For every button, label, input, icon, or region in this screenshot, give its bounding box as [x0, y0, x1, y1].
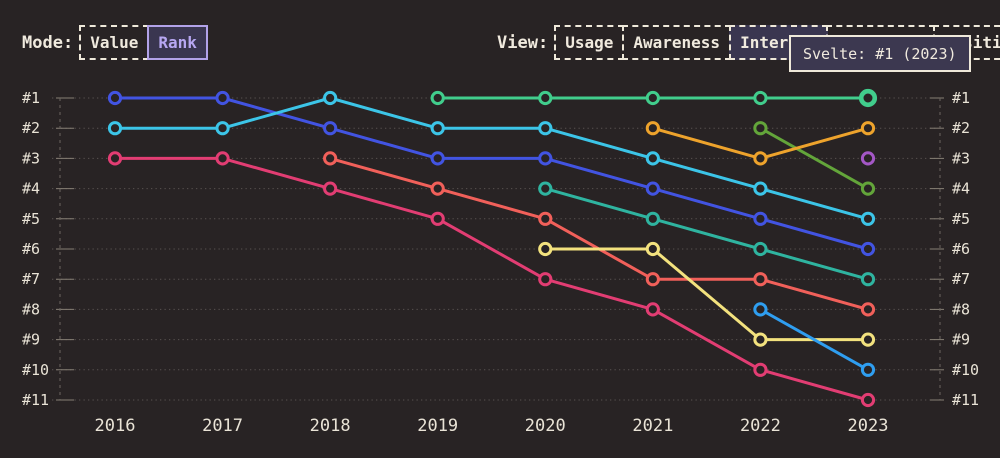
mode-button-value[interactable]: Value [79, 25, 150, 61]
y-axis-label-right-11: #11 [952, 391, 979, 409]
y-axis-label-right-10: #10 [952, 361, 979, 379]
view-button-usage[interactable]: Usage [554, 25, 625, 61]
view-label: View: [497, 32, 549, 53]
y-axis-label-left-3: #3 [22, 149, 40, 167]
y-axis-label-left-11: #11 [22, 391, 49, 409]
y-axis-label-left-6: #6 [22, 240, 40, 258]
y-axis-label-right-6: #6 [952, 240, 970, 258]
data-point-blue-series-2017[interactable] [215, 90, 230, 106]
y-axis-label-right-7: #7 [952, 270, 970, 288]
data-point-pink-series-2021[interactable] [645, 302, 660, 317]
data-point-yellow-series-2022[interactable] [753, 332, 768, 347]
data-point-blue-series-2021[interactable] [645, 181, 660, 196]
tooltip: Svelte: #1 (2023) [789, 35, 971, 72]
x-axis-label-2021: 2021 [632, 416, 673, 436]
y-axis-label-left-10: #10 [22, 361, 49, 379]
toolbar: Mode: Value Rank View: Usage Awareness I… [0, 25, 1000, 61]
x-axis-label-2018: 2018 [310, 416, 351, 436]
data-point-cyan-series-2016[interactable] [107, 121, 123, 136]
data-point-cyan-series-2017[interactable] [215, 121, 230, 136]
data-point-Svelte-2022[interactable] [753, 90, 768, 106]
data-point-cyan-series-2018[interactable] [323, 90, 338, 106]
data-point-purple-series-2023[interactable] [860, 151, 876, 166]
data-point-pink-series-2023[interactable] [860, 392, 876, 408]
data-point-pink-series-2018[interactable] [323, 181, 338, 196]
y-axis-label-left-9: #9 [22, 331, 40, 349]
series-line-blue-series [113, 96, 870, 251]
y-axis-label-right-3: #3 [952, 149, 970, 167]
data-point-cyan-series-2019[interactable] [430, 121, 445, 136]
data-point-teal-series-2020[interactable] [538, 181, 553, 196]
series-line-teal-series [543, 187, 870, 281]
data-point-teal-series-2021[interactable] [645, 211, 660, 226]
y-axis-label-left-5: #5 [22, 210, 40, 228]
data-point-red-series-2019[interactable] [430, 181, 445, 196]
data-point-pink-series-2019[interactable] [430, 211, 445, 226]
data-point-Svelte-2023[interactable] [858, 88, 878, 108]
mode-button-rank[interactable]: Rank [147, 25, 208, 61]
data-point-red-series-2018[interactable] [323, 151, 338, 166]
series-line-olive-green-series [758, 126, 870, 191]
y-axis-label-left-2: #2 [22, 119, 40, 137]
data-point-pink-series-2016[interactable] [107, 151, 123, 166]
y-axis-label-left-7: #7 [22, 270, 40, 288]
data-point-pink-series-2022[interactable] [753, 362, 768, 377]
tooltip-text: Svelte: #1 (2023) [803, 44, 957, 63]
data-point-cyan-series-2022[interactable] [753, 181, 768, 196]
x-axis-label-2016: 2016 [95, 416, 136, 436]
data-point-cyan-series-2021[interactable] [645, 151, 660, 166]
data-point-olive-green-series-2022[interactable] [753, 121, 768, 136]
data-point-blue-series-2018[interactable] [323, 121, 338, 136]
data-point-yellow-series-2023[interactable] [860, 332, 876, 347]
x-axis-label-2022: 2022 [740, 416, 781, 436]
mode-label: Mode: [22, 32, 74, 53]
data-point-blue-series-2019[interactable] [430, 151, 445, 166]
data-point-yellow-series-2020[interactable] [538, 241, 553, 257]
mode-toggle-group: Mode: Value Rank [22, 25, 208, 61]
data-point-pink-series-2017[interactable] [215, 151, 230, 166]
data-point-Svelte-2021[interactable] [645, 90, 660, 106]
y-axis-label-right-5: #5 [952, 210, 970, 228]
data-point-blue-series-2016[interactable] [107, 90, 123, 106]
data-point-cyan-series-2020[interactable] [538, 121, 553, 136]
y-axis-label-left-8: #8 [22, 300, 40, 318]
y-axis-label-right-2: #2 [952, 119, 970, 137]
y-axis-label-right-4: #4 [952, 180, 970, 198]
data-point-blue-series-2020[interactable] [538, 151, 553, 166]
x-axis-label-2017: 2017 [202, 416, 243, 436]
data-point-Svelte-2020[interactable] [538, 90, 553, 106]
y-axis-label-right-9: #9 [952, 331, 970, 349]
data-point-orange-series-2022[interactable] [753, 151, 768, 166]
data-point-yellow-series-2021[interactable] [645, 241, 660, 257]
data-point-orange-series-2021[interactable] [645, 121, 660, 136]
series-line-red-series [328, 156, 870, 311]
y-axis-label-right-8: #8 [952, 300, 970, 318]
view-button-awareness[interactable]: Awareness [622, 25, 732, 61]
data-point-red-series-2020[interactable] [538, 211, 553, 226]
x-axis-label-2019: 2019 [417, 416, 458, 436]
data-point-blue-series-2023[interactable] [860, 241, 876, 257]
data-point-teal-series-2023[interactable] [860, 272, 876, 287]
data-point-red-series-2022[interactable] [753, 272, 768, 287]
y-axis-label-left-4: #4 [22, 180, 40, 198]
data-point-light-blue-series-2022[interactable] [753, 302, 768, 317]
data-point-light-blue-series-2023[interactable] [860, 362, 876, 377]
data-point-orange-series-2023[interactable] [860, 121, 876, 136]
data-point-Svelte-2019[interactable] [430, 90, 445, 106]
data-point-pink-series-2020[interactable] [538, 272, 553, 287]
series-line-cyan-series [113, 96, 870, 221]
data-point-red-series-2023[interactable] [860, 302, 876, 317]
data-point-blue-series-2022[interactable] [753, 211, 768, 226]
y-axis-label-right-1: #1 [952, 89, 970, 107]
data-point-teal-series-2022[interactable] [753, 241, 768, 257]
x-axis-label-2023: 2023 [848, 416, 889, 436]
data-point-red-series-2021[interactable] [645, 272, 660, 287]
data-point-cyan-series-2023[interactable] [860, 211, 876, 226]
y-axis-label-left-1: #1 [22, 89, 40, 107]
x-axis-label-2020: 2020 [525, 416, 566, 436]
data-point-olive-green-series-2023[interactable] [860, 181, 876, 196]
series-line-pink-series [113, 156, 870, 402]
series-line-light-blue-series [758, 307, 870, 372]
